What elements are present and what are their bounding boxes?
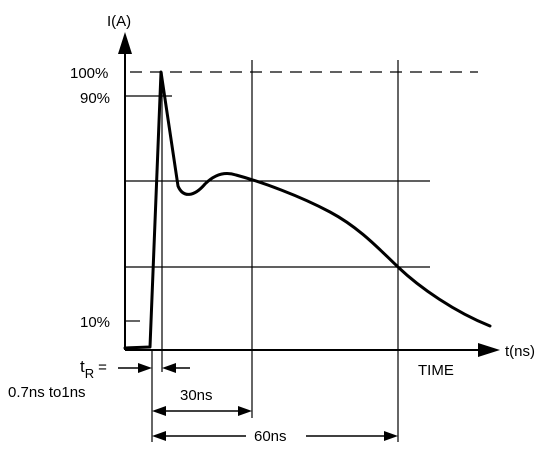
rise-time-t: t xyxy=(80,357,85,376)
dim-30ns-left-arrowhead xyxy=(152,406,166,416)
label-100-percent: 100% xyxy=(70,65,108,82)
rise-time-equals: = xyxy=(98,359,107,376)
y-axis-arrowhead xyxy=(118,32,132,54)
current-waveform xyxy=(123,70,492,350)
rise-time-subscript: R xyxy=(85,366,94,381)
rise-time-label: tR = xyxy=(80,357,107,381)
tr-right-arrowhead xyxy=(162,363,176,373)
label-10-percent: 10% xyxy=(80,314,110,331)
label-90-percent: 90% xyxy=(80,90,110,107)
x-axis-label: t(ns) xyxy=(505,343,535,360)
tr-left-arrowhead xyxy=(138,363,152,373)
dim-60ns-label: 60ns xyxy=(254,428,287,445)
time-label: TIME xyxy=(418,362,454,379)
y-axis-label: I(A) xyxy=(107,13,131,30)
rise-time-range-label: 0.7ns to1ns xyxy=(8,384,86,401)
x-axis-arrowhead xyxy=(478,343,500,357)
dim-30ns-label: 30ns xyxy=(180,387,213,404)
dim-30ns-right-arrowhead xyxy=(238,406,252,416)
dim-60ns-right-arrowhead xyxy=(384,431,398,441)
dim-60ns-left-arrowhead xyxy=(152,431,166,441)
